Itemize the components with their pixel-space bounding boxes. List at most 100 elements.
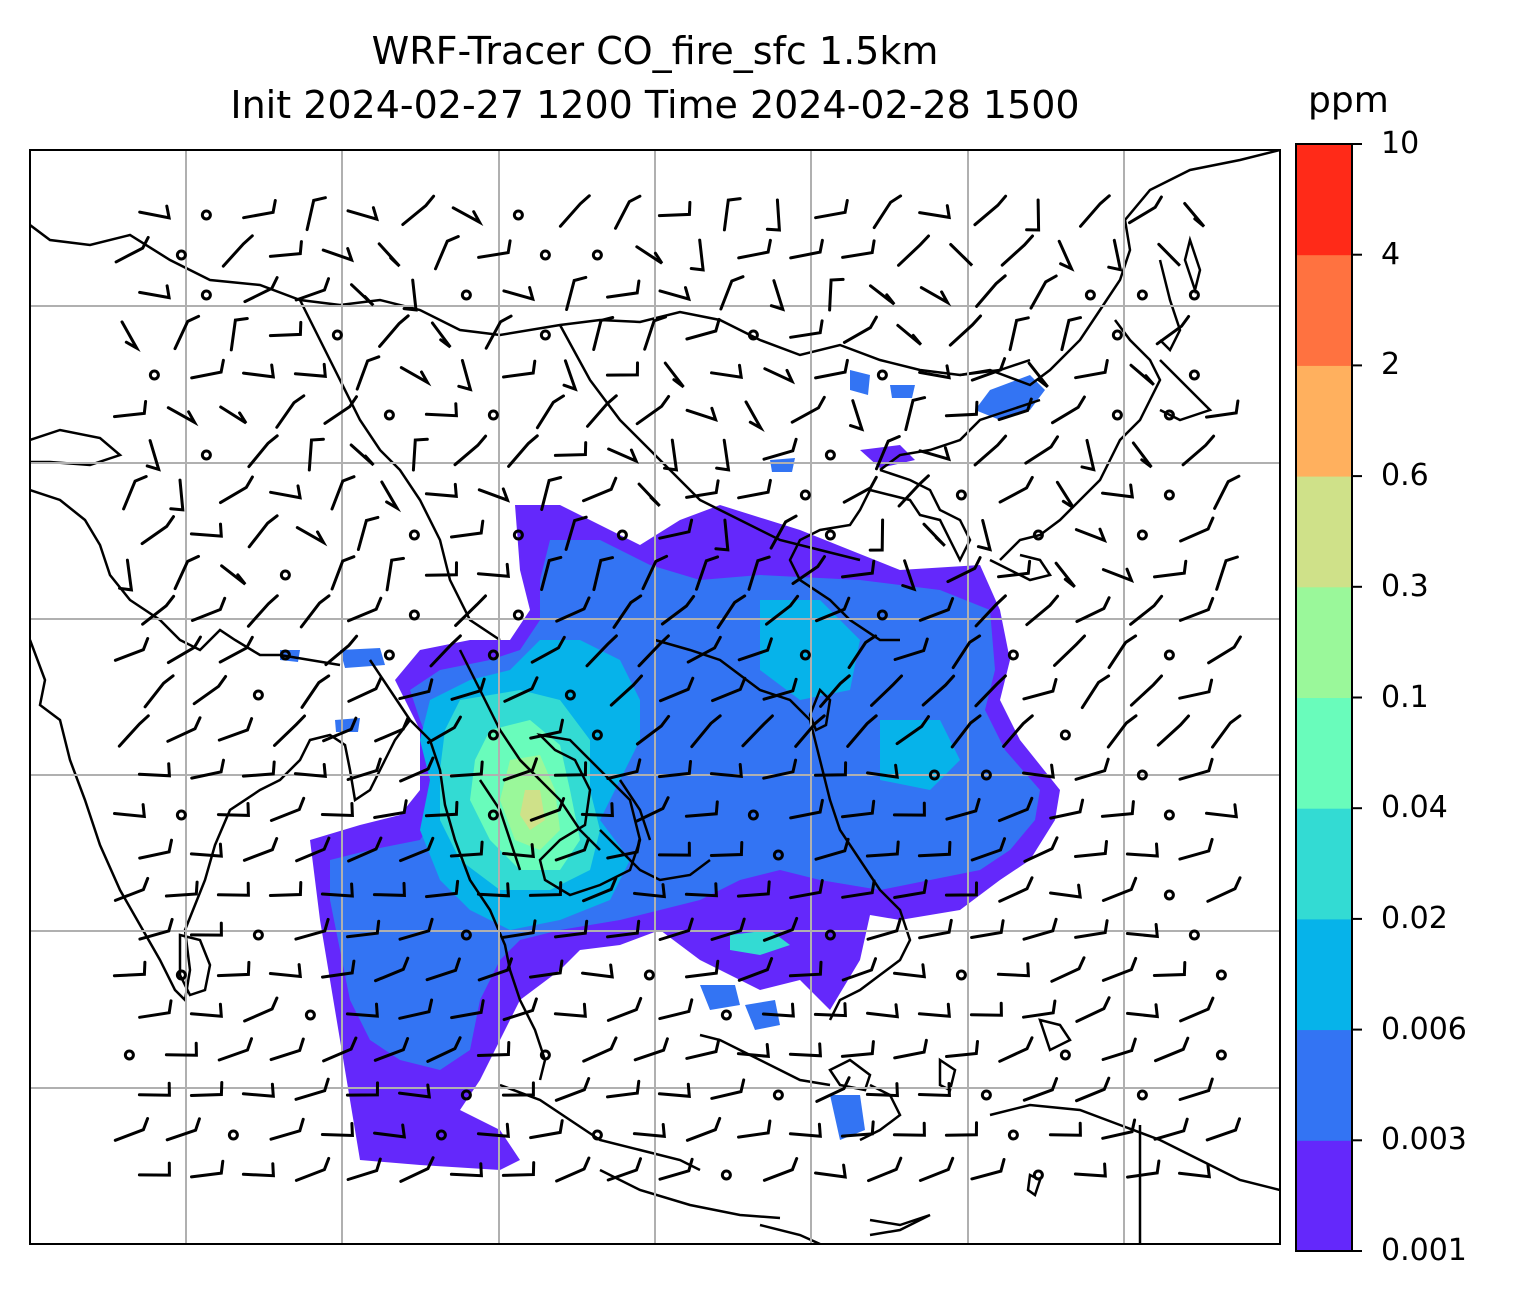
wind-barb <box>918 1156 955 1182</box>
wind-barb <box>762 916 799 942</box>
calm-wind-marker <box>539 1049 551 1061</box>
wind-barb <box>269 796 306 822</box>
wind-barb <box>1153 559 1188 579</box>
wind-barb <box>1022 678 1058 701</box>
calm-wind-marker <box>980 1089 992 1101</box>
wind-barb <box>398 678 434 701</box>
calm-wind-marker <box>435 1129 447 1141</box>
wind-barb <box>976 519 993 552</box>
wind-barb <box>398 998 434 1020</box>
wind-barb <box>634 796 670 823</box>
wind-barb <box>1073 1162 1107 1178</box>
wind-barb <box>794 714 826 748</box>
wind-barb <box>842 475 878 504</box>
wind-barb <box>425 879 460 899</box>
wind-barb <box>710 363 743 379</box>
wind-barb <box>789 238 824 260</box>
wind-barb <box>476 882 510 898</box>
wind-barb <box>789 319 824 339</box>
wind-barb <box>1075 596 1111 623</box>
wind-barb <box>1057 239 1075 272</box>
wind-barb <box>1179 996 1215 1023</box>
wind-barb <box>585 634 618 668</box>
wind-barb <box>685 1116 722 1142</box>
wind-barb <box>138 204 171 220</box>
wind-barb <box>529 959 564 979</box>
wind-barb <box>1154 1036 1190 1063</box>
calm-wind-marker <box>460 1089 472 1101</box>
wind-barb <box>1129 674 1163 707</box>
calm-wind-marker <box>1163 409 1175 421</box>
wind-barb <box>424 482 458 498</box>
colorbar-tick-label: 0.003 <box>1381 1122 1467 1158</box>
wind-barb <box>430 321 452 349</box>
wind-barb <box>842 315 878 344</box>
calm-wind-marker <box>1163 489 1175 501</box>
wind-barb <box>737 957 774 982</box>
wind-barb <box>1022 999 1057 1019</box>
wind-barb <box>190 358 225 380</box>
wind-barb <box>846 714 878 748</box>
wind-barb <box>709 841 744 857</box>
wind-barb <box>190 1159 225 1179</box>
wind-barb <box>847 634 878 669</box>
calm-wind-marker <box>252 689 264 701</box>
wind-barb <box>1000 234 1034 267</box>
wind-barb <box>945 1040 979 1058</box>
wind-barb <box>1156 714 1190 747</box>
wind-barb <box>657 1082 691 1098</box>
wind-barb <box>998 475 1034 504</box>
wind-barb <box>592 316 615 351</box>
wind-barb <box>241 1082 275 1098</box>
wind-barb <box>529 718 564 740</box>
wind-barb <box>356 515 380 551</box>
wind-barb <box>1025 198 1041 232</box>
wind-barb <box>243 276 279 304</box>
wind-barb <box>346 919 381 939</box>
colorbar-segment <box>1296 1140 1352 1252</box>
wind-barb <box>607 447 639 464</box>
wind-barb <box>373 1037 410 1062</box>
wind-barb <box>138 999 173 1019</box>
wind-barb <box>1080 674 1111 710</box>
wind-barb <box>635 714 671 746</box>
wind-barb <box>722 197 742 232</box>
wind-barb <box>614 194 642 230</box>
wind-barb <box>502 359 537 379</box>
wind-barb <box>1126 1159 1161 1179</box>
wind-barb <box>247 514 279 549</box>
wind-barb <box>355 355 381 391</box>
wind-barb <box>944 1121 978 1137</box>
calm-wind-marker <box>512 609 524 621</box>
colorbar-segment <box>1296 697 1352 809</box>
calm-wind-marker <box>747 329 759 341</box>
wind-barb <box>477 487 511 503</box>
wind-barb <box>970 919 1005 939</box>
calm-wind-marker <box>616 529 628 541</box>
wind-barb <box>917 1002 951 1018</box>
wind-barb <box>1024 435 1059 465</box>
wind-barb <box>165 1117 201 1142</box>
wind-barb <box>866 1003 899 1019</box>
calm-wind-marker <box>1084 289 1096 301</box>
wind-barb <box>765 198 782 232</box>
calm-wind-marker <box>1111 409 1123 421</box>
wind-barb <box>424 800 459 818</box>
wind-barb <box>1054 561 1076 588</box>
wind-barb <box>347 596 383 623</box>
wind-barb <box>241 760 276 778</box>
wind-barb <box>606 279 641 299</box>
wind-barb <box>529 1119 564 1140</box>
wind-barb <box>138 838 173 860</box>
wind-barb <box>164 1041 198 1057</box>
wind-barb <box>762 677 798 701</box>
wind-barb <box>1205 803 1239 819</box>
wind-barb <box>867 1156 903 1183</box>
colorbar-segment <box>1296 254 1352 366</box>
wind-barb <box>502 919 537 939</box>
wind-barb <box>762 437 798 461</box>
wind-barb <box>540 555 563 591</box>
calm-wind-marker <box>799 649 811 661</box>
wind-barb <box>399 366 432 387</box>
wind-barb <box>1126 1003 1159 1019</box>
